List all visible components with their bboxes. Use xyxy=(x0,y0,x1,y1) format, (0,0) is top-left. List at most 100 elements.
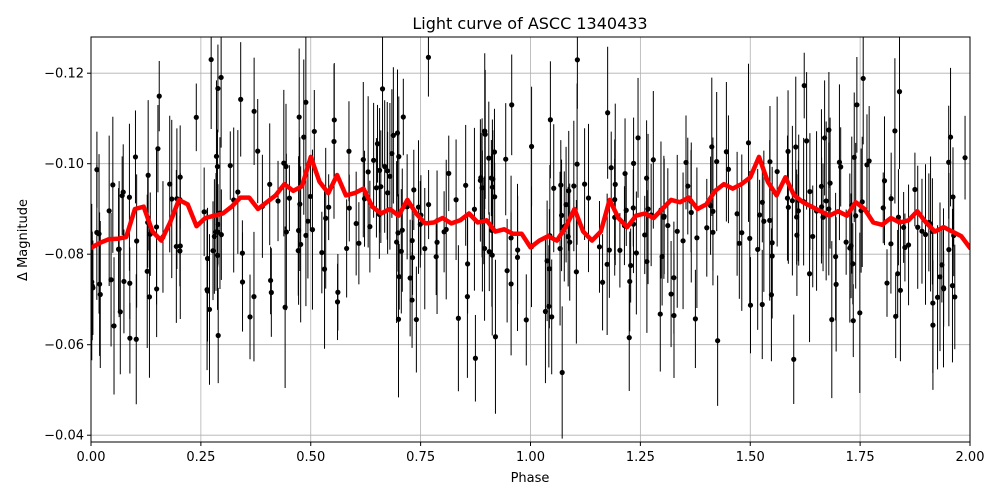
data-point xyxy=(806,271,813,277)
data-point xyxy=(453,197,459,203)
data-point xyxy=(173,243,179,250)
data-point xyxy=(546,266,552,272)
data-point xyxy=(895,214,902,220)
data-point xyxy=(267,181,273,187)
data-point xyxy=(759,199,765,205)
data-point xyxy=(723,149,729,155)
data-point xyxy=(628,262,634,269)
data-point xyxy=(395,316,402,322)
data-point xyxy=(296,114,302,120)
data-point xyxy=(630,160,637,166)
data-point xyxy=(472,355,479,361)
x-tick-label: 1.75 xyxy=(846,450,875,465)
data-point xyxy=(303,99,309,105)
y-axis-label: Δ Magnitude xyxy=(16,199,31,281)
data-point xyxy=(97,291,103,298)
data-point xyxy=(896,89,903,95)
data-point xyxy=(661,214,667,220)
data-point xyxy=(331,138,337,145)
data-point xyxy=(851,154,857,160)
data-point xyxy=(893,313,899,319)
data-point xyxy=(668,291,674,297)
data-point xyxy=(144,268,150,274)
data-point xyxy=(146,294,153,300)
data-point xyxy=(880,205,886,211)
data-point xyxy=(303,232,309,239)
data-point xyxy=(892,128,898,134)
data-point xyxy=(567,239,573,245)
data-point xyxy=(132,154,139,160)
data-point xyxy=(715,338,721,344)
data-point xyxy=(108,277,114,283)
data-point xyxy=(756,212,763,218)
data-point xyxy=(116,246,122,252)
data-point xyxy=(374,141,381,147)
data-point xyxy=(596,244,603,250)
data-point xyxy=(826,127,832,133)
data-point xyxy=(127,280,133,286)
data-point xyxy=(110,182,116,188)
data-point xyxy=(213,153,220,159)
data-point xyxy=(275,198,281,204)
x-tick-label: 1.50 xyxy=(736,450,765,465)
data-point xyxy=(133,336,139,342)
data-point xyxy=(490,176,496,182)
data-point xyxy=(734,211,740,217)
data-point xyxy=(215,221,221,227)
data-point xyxy=(415,204,422,210)
data-point xyxy=(268,289,274,296)
data-point xyxy=(119,193,125,199)
data-point xyxy=(860,75,866,82)
data-point xyxy=(774,168,780,175)
x-tick-label: 1.25 xyxy=(626,450,655,465)
data-point xyxy=(919,228,925,234)
x-tick-label: 0.75 xyxy=(406,450,435,465)
x-axis-label: Phase xyxy=(511,471,550,486)
data-points xyxy=(91,37,968,439)
data-point xyxy=(377,167,383,173)
data-point xyxy=(810,233,816,240)
data-point xyxy=(606,247,612,253)
data-point xyxy=(503,156,509,162)
data-point xyxy=(784,195,791,201)
data-point xyxy=(801,82,807,89)
data-point xyxy=(282,304,288,310)
data-point xyxy=(769,240,775,246)
data-point xyxy=(549,314,555,320)
data-point xyxy=(389,150,395,157)
data-point xyxy=(626,335,632,341)
data-point xyxy=(843,239,849,245)
data-point xyxy=(126,194,133,200)
data-point xyxy=(321,266,328,272)
data-point xyxy=(881,178,888,184)
data-point xyxy=(612,197,618,203)
data-point xyxy=(441,229,447,235)
data-point xyxy=(807,188,813,195)
data-point xyxy=(838,164,844,170)
binned-curve xyxy=(91,154,970,251)
data-point xyxy=(193,114,199,120)
data-point xyxy=(153,224,160,230)
data-point xyxy=(407,275,413,281)
data-point xyxy=(671,275,677,281)
data-point xyxy=(528,143,535,150)
data-point xyxy=(492,334,499,340)
data-point xyxy=(905,242,912,248)
data-point xyxy=(433,254,439,260)
data-point xyxy=(574,57,580,63)
y-tick-label: −0.06 xyxy=(44,338,84,353)
data-point xyxy=(547,117,553,123)
x-tick-label: 1.00 xyxy=(516,450,545,465)
data-point xyxy=(833,254,839,260)
data-point xyxy=(255,148,261,154)
data-point xyxy=(826,206,832,212)
data-point xyxy=(930,322,936,328)
data-point xyxy=(950,194,956,200)
x-tick-label: 2.00 xyxy=(956,450,985,465)
data-point xyxy=(767,217,773,224)
data-point xyxy=(396,274,402,280)
data-point xyxy=(952,294,958,300)
data-point xyxy=(400,114,406,120)
data-point xyxy=(818,183,825,189)
